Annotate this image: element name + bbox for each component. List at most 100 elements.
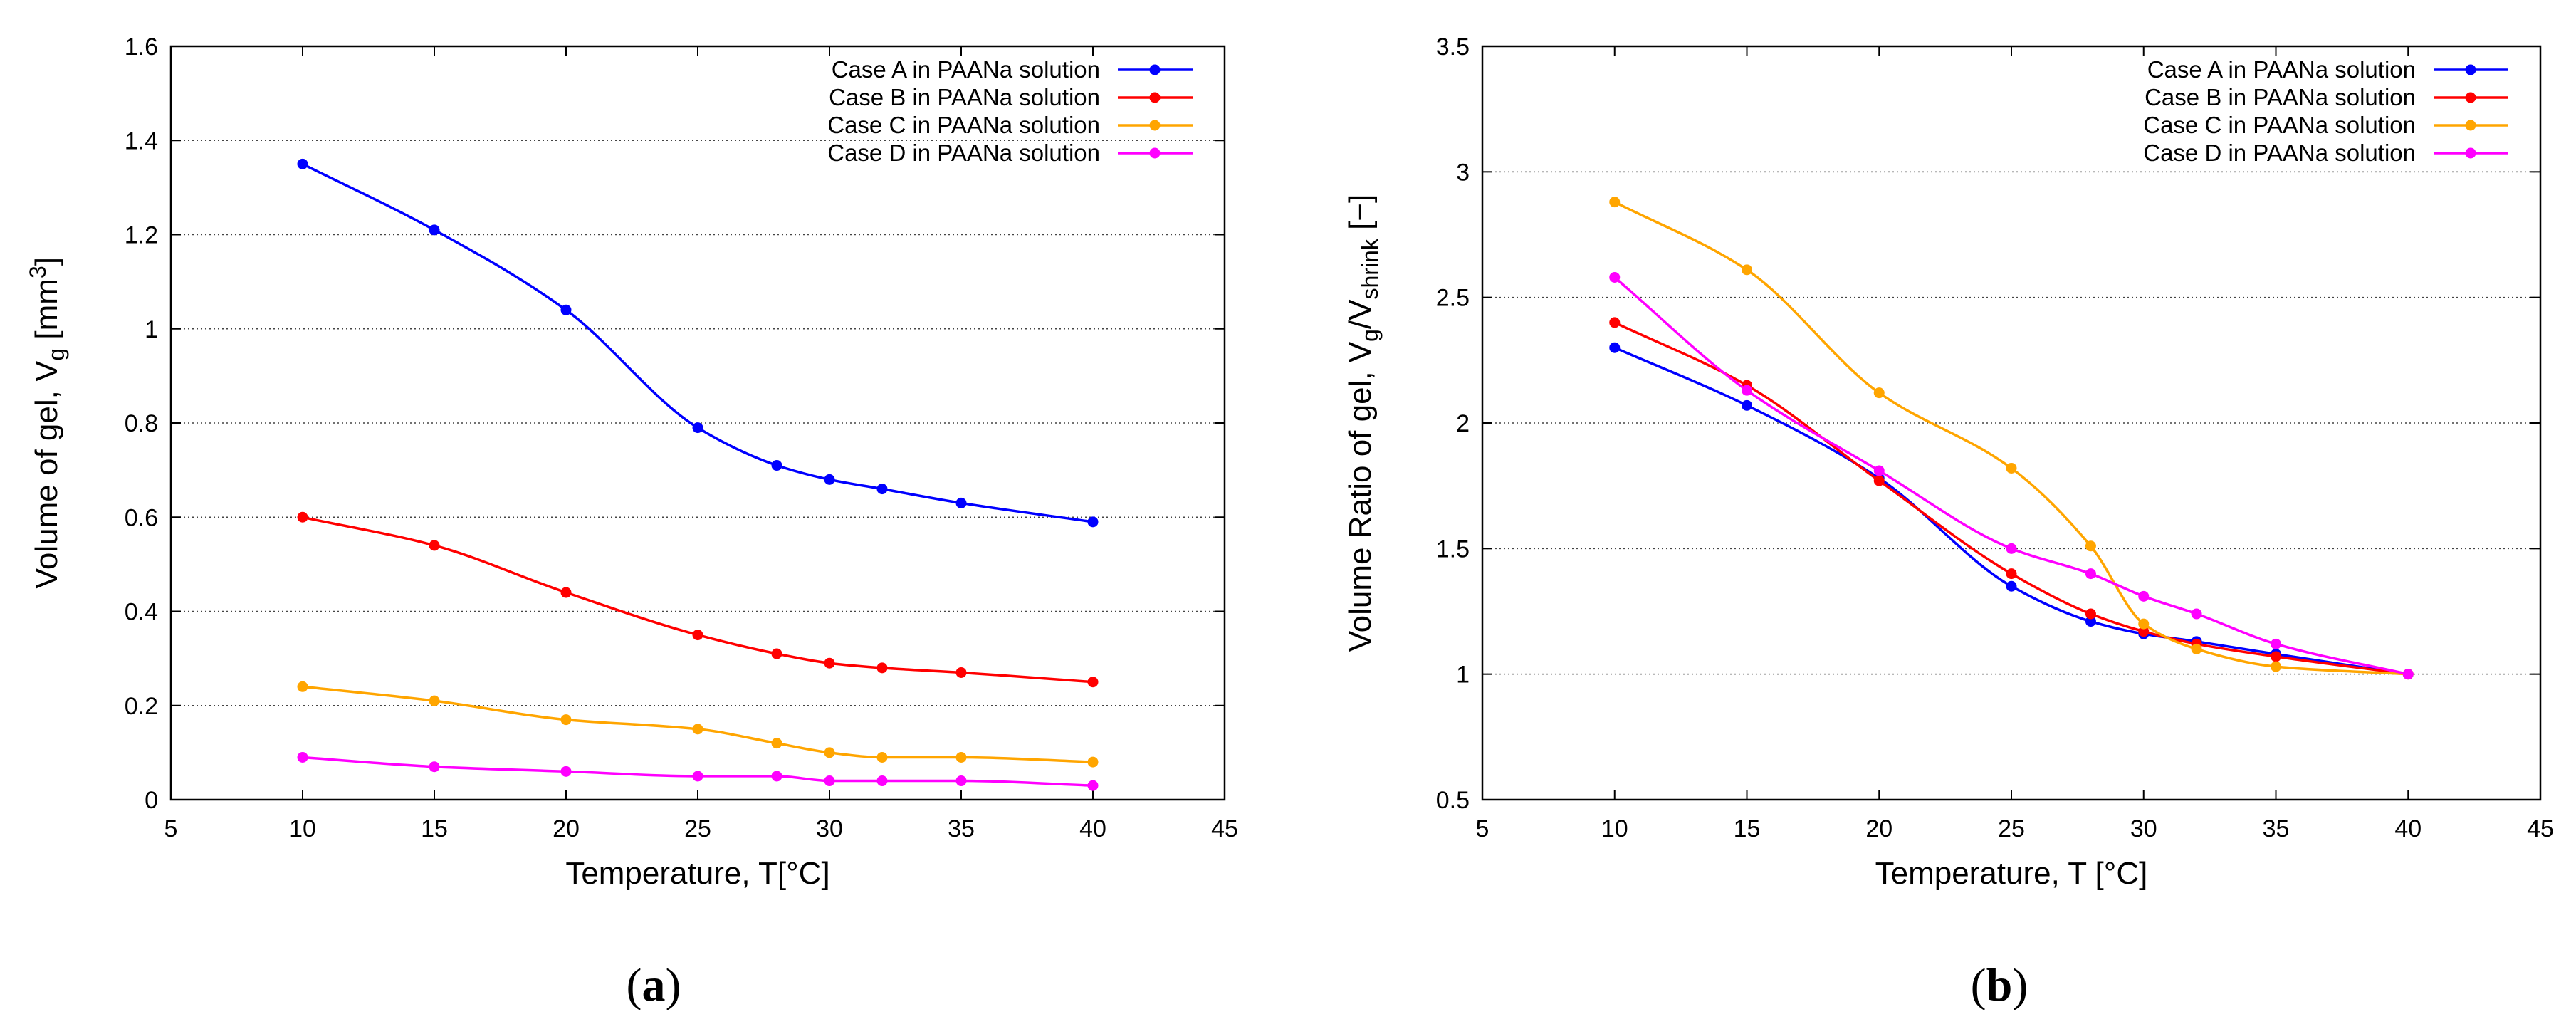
data-point (2402, 669, 2414, 680)
data-point (824, 657, 835, 669)
data-point (2138, 590, 2150, 602)
data-point (771, 648, 782, 659)
data-point (876, 775, 888, 787)
y-tick-label: 0.5 (1436, 787, 1470, 814)
legend-label: Case A in PAANa solution (832, 56, 1100, 83)
data-point (560, 304, 572, 315)
data-point (2271, 661, 2281, 672)
data-point (560, 766, 572, 777)
legend-label: Case A in PAANa solution (2147, 56, 2416, 83)
x-tick-label: 30 (816, 815, 843, 842)
legend-label: Case B in PAANa solution (829, 84, 1100, 110)
x-tick-label: 35 (948, 815, 975, 842)
x-tick-label: 15 (1734, 815, 1761, 842)
data-point (1609, 271, 1621, 283)
x-tick-label: 20 (553, 815, 580, 842)
data-point (560, 587, 572, 598)
x-axis-label: Temperature, T[°C] (565, 856, 829, 891)
x-tick-label: 5 (164, 815, 178, 842)
data-point (1873, 465, 1885, 476)
series-line (1613, 276, 2409, 676)
data-point (429, 761, 440, 773)
x-tick-label: 25 (684, 815, 711, 842)
legend-swatch-marker (1149, 147, 1161, 159)
data-point (429, 224, 440, 236)
y-tick-label: 0.2 (125, 693, 158, 720)
y-tick-label: 1 (145, 316, 158, 343)
data-point (1609, 342, 1621, 353)
x-tick-label: 35 (2263, 815, 2290, 842)
caption-a: (a) (627, 959, 681, 1011)
series-line (1614, 201, 2409, 676)
axis-ticks: 0 0.2 0.4 0.6 0.8 1 1.2 1.4 1.6 5 10 15 20 25 30 35 40 45 (125, 33, 1238, 842)
x-tick-label: 40 (2394, 815, 2421, 842)
series-line (1614, 321, 2409, 676)
series-line (302, 162, 1094, 523)
data-point (824, 474, 835, 485)
data-point (2138, 626, 2150, 637)
data-point (2271, 638, 2281, 649)
legend-swatch-marker (2465, 64, 2476, 75)
data-point (876, 662, 888, 674)
y-tick-label: 0 (145, 787, 158, 814)
data-point (297, 158, 308, 169)
data-point (2006, 462, 2017, 474)
legend-label: Case B in PAANa solution (2145, 84, 2416, 110)
y-tick-label: 2.5 (1436, 285, 1470, 312)
series-line (302, 685, 1094, 763)
data-point (2006, 568, 2017, 580)
data-point (692, 771, 703, 782)
x-tick-label: 10 (289, 815, 316, 842)
data-point (2085, 608, 2096, 620)
data-point (1742, 399, 1752, 411)
y-tick-label: 3.5 (1436, 33, 1470, 61)
data-point (692, 422, 703, 434)
axis-ticks: 0.5 1 1.5 2 2.5 3 3.5 5 10 15 20 25 30 35 40 45 (1436, 33, 2554, 842)
panel-b: 0.5 1 1.5 2 2.5 3 3.5 5 10 15 20 25 30 35 40 45 Case A … (1343, 33, 2554, 1011)
legend-label: Case C in PAANa solution (2143, 112, 2416, 138)
data-point (1609, 197, 1621, 208)
data-point (1609, 317, 1621, 328)
x-tick-label: 5 (1476, 815, 1489, 842)
data-point (297, 681, 308, 692)
grid-lines (1482, 171, 2540, 675)
data-point (824, 775, 835, 787)
legend-label: Case C in PAANa solution (827, 112, 1100, 138)
data-point (771, 771, 782, 782)
x-tick-label: 40 (1079, 815, 1106, 842)
data-point (955, 667, 967, 678)
y-tick-label: 1 (1456, 662, 1470, 689)
series-group (1609, 197, 2414, 680)
legend-label: Case D in PAANa solution (2143, 140, 2416, 166)
data-point (1087, 516, 1099, 528)
data-point (771, 460, 782, 471)
data-point (1087, 780, 1099, 791)
series-line (302, 516, 1094, 684)
data-point (2191, 608, 2202, 620)
series-line (1614, 346, 2409, 676)
data-point (1087, 756, 1099, 768)
x-tick-label: 45 (1211, 815, 1238, 842)
x-tick-label: 45 (2527, 815, 2554, 842)
legend-swatch-marker (1149, 120, 1161, 131)
data-point (2085, 568, 2096, 580)
data-point (2006, 580, 2017, 592)
y-tick-label: 1.5 (1436, 536, 1470, 563)
y-axis-label: Volume of gel, Vg [mm3] (25, 257, 69, 589)
legend-swatch-marker (1149, 64, 1161, 75)
panel-a: 0 0.2 0.4 0.6 0.8 1 1.2 1.4 1.6 5 10 15 20 25 30 35 40 45… (25, 33, 1238, 1011)
data-point (955, 751, 967, 763)
x-axis-label: Temperature, T [°C] (1875, 856, 2148, 891)
x-tick-label: 20 (1865, 815, 1892, 842)
legend-swatch-marker (2465, 92, 2476, 103)
data-point (876, 484, 888, 495)
series-line (302, 756, 1094, 787)
data-point (955, 775, 967, 787)
x-tick-label: 25 (1998, 815, 2025, 842)
data-point (1742, 385, 1752, 396)
y-tick-label: 0.6 (125, 504, 158, 531)
data-point (560, 714, 572, 726)
y-axis-label: Volume Ratio of gel, Vg/Vshrink [−] (1343, 194, 1383, 652)
y-tick-label: 1.4 (125, 127, 158, 155)
